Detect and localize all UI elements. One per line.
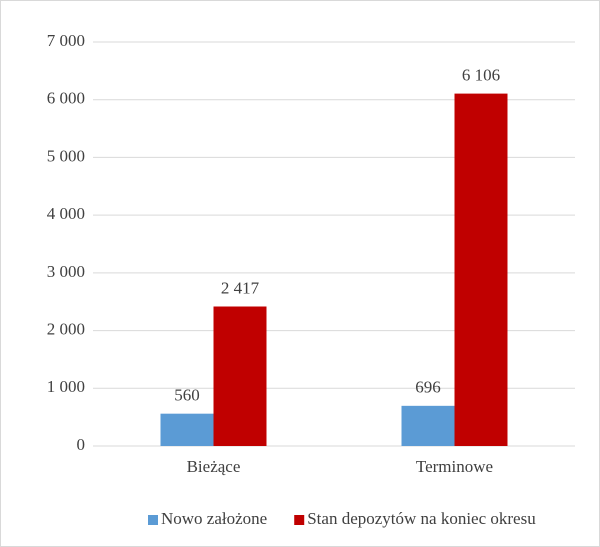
data-label: 696 (415, 378, 441, 397)
y-tick-label: 1 000 (47, 377, 85, 396)
x-tick-label: Bieżące (187, 457, 241, 476)
y-tick-label: 3 000 (47, 262, 85, 281)
y-tick-label: 0 (77, 435, 86, 454)
bar (160, 413, 214, 446)
bar (454, 93, 508, 447)
legend-label: Nowo założone (161, 509, 267, 528)
data-label: 6 106 (462, 66, 500, 85)
y-tick-label: 7 000 (47, 31, 85, 50)
x-tick-label: Terminowe (416, 457, 493, 476)
bar (401, 405, 455, 446)
y-tick-label: 4 000 (47, 204, 85, 223)
data-label: 560 (174, 386, 200, 405)
data-label: 2 417 (221, 278, 260, 297)
y-tick-label: 6 000 (47, 89, 85, 108)
y-tick-label: 2 000 (47, 319, 85, 338)
legend-label: Stan depozytów na koniec okresu (307, 509, 536, 528)
legend-swatch (294, 515, 305, 525)
bar (213, 306, 267, 446)
legend-swatch (148, 515, 158, 525)
y-tick-label: 5 000 (47, 146, 85, 165)
